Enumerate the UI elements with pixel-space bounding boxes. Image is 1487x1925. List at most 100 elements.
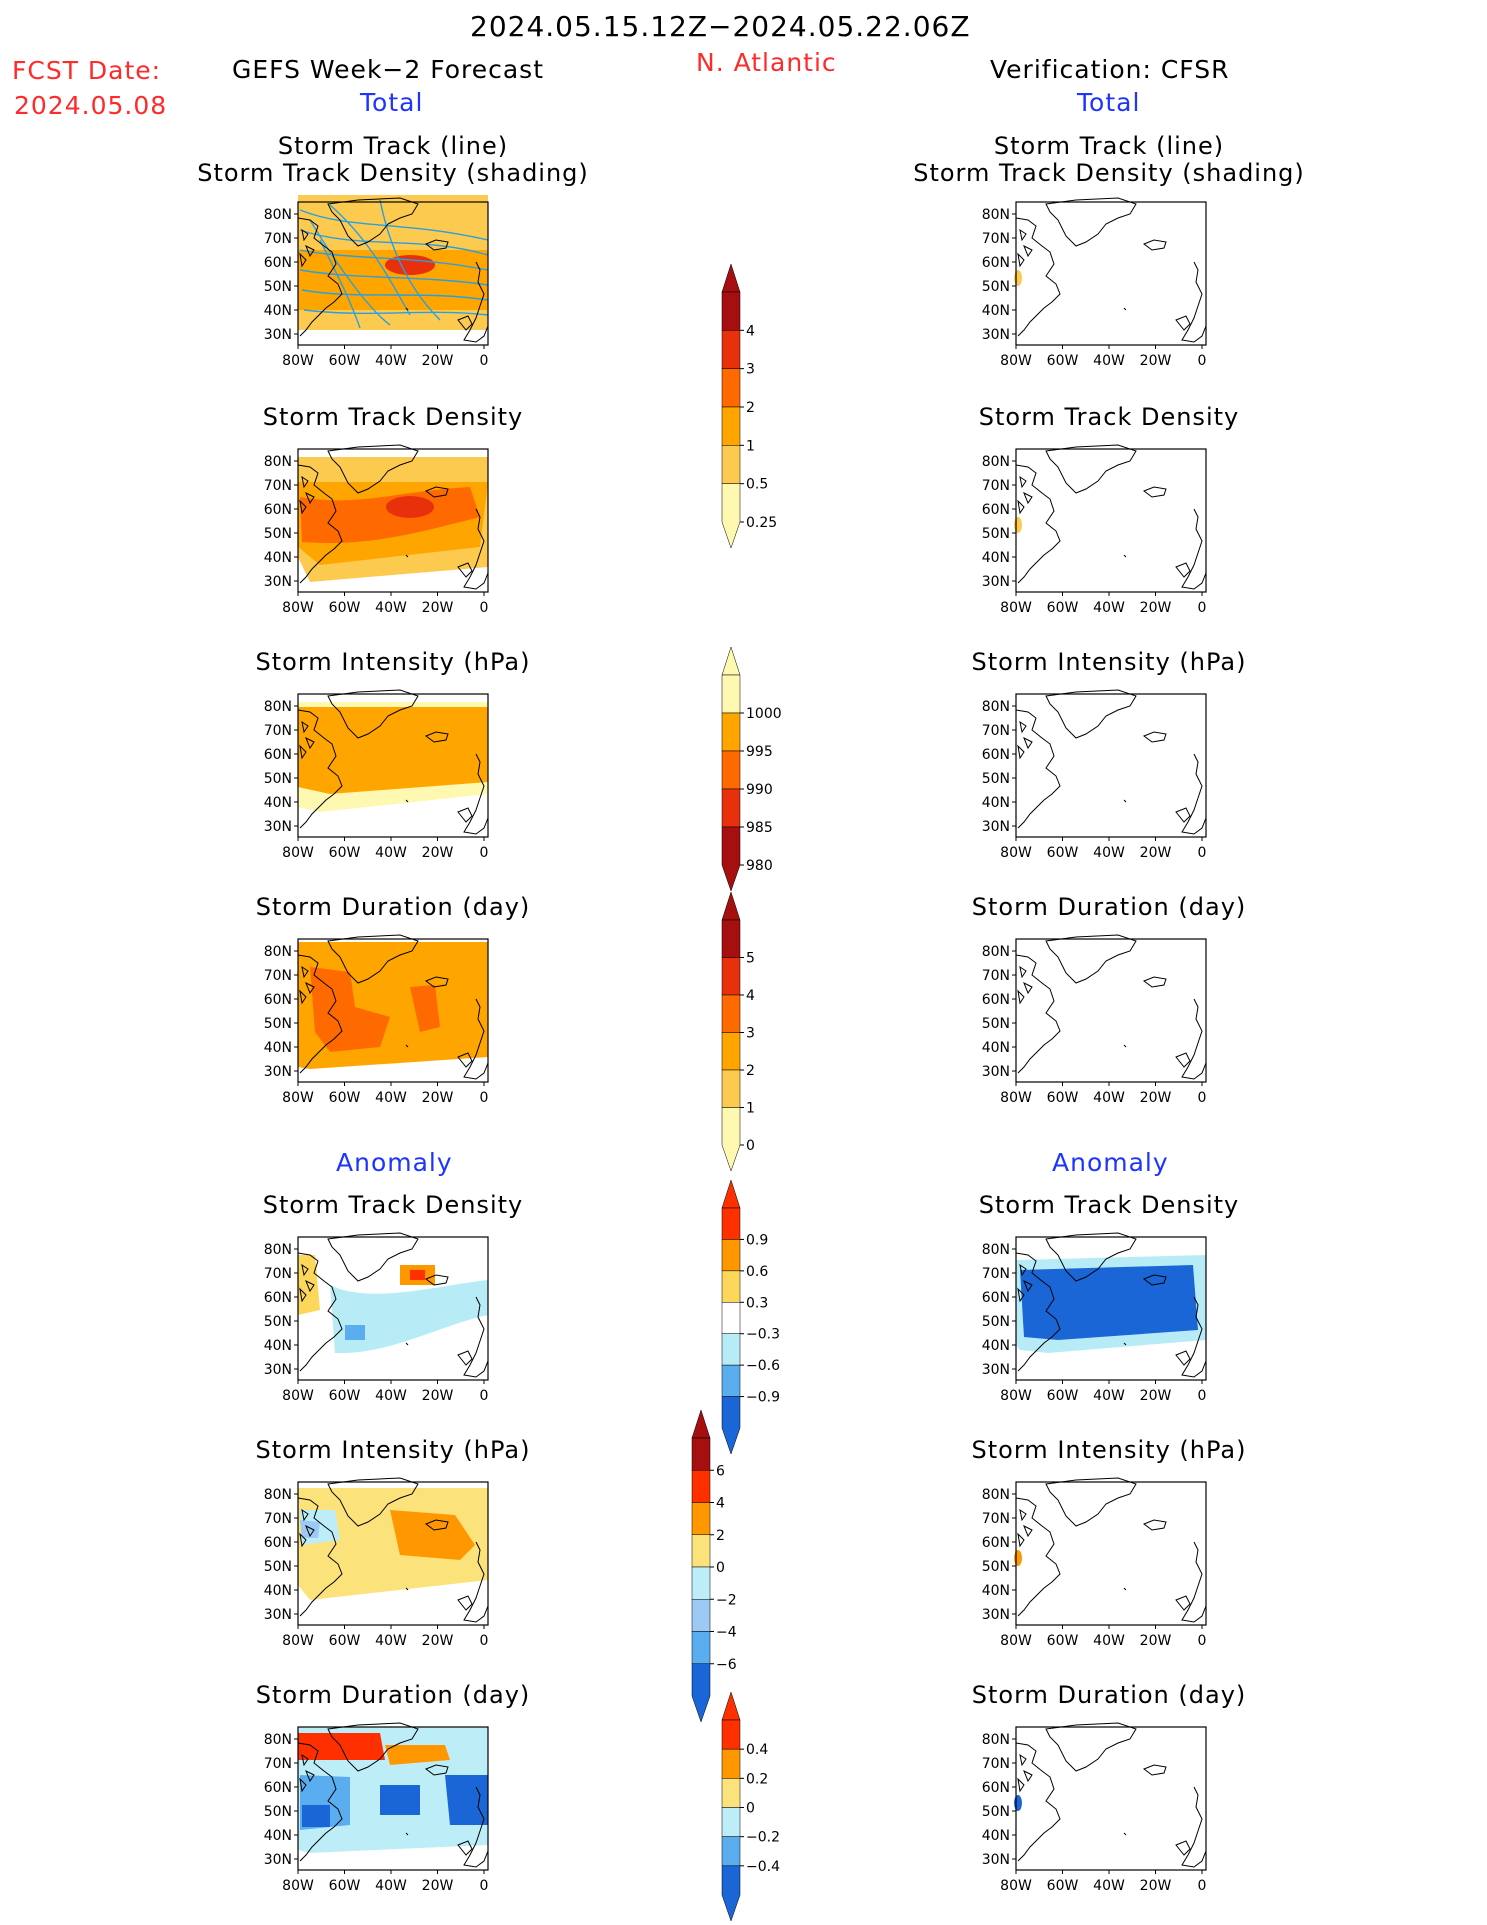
map-panel-gefs-duration-anomaly: 80N 70N 60N 50N 40N 30N 80W 60W 40W 20W 0 xyxy=(264,1722,489,1894)
lat-tick-label: 80N xyxy=(982,699,1010,715)
lon-tick-label: 0 xyxy=(1198,1090,1207,1106)
colorbar-label: 3 xyxy=(746,1026,755,1042)
colorbar-segment xyxy=(721,1836,741,1867)
colorbar-end xyxy=(721,1179,741,1209)
lon-tick-label: 80W xyxy=(282,600,314,616)
coastline xyxy=(1015,689,1207,835)
colorbar-end xyxy=(691,1409,711,1439)
map-panel-cfsr-density-anomaly: 80N 70N 60N 50N 40N 30N 80W 60W 40W 20W 0 xyxy=(982,1232,1207,1404)
coastline xyxy=(297,444,489,590)
lat-tick-label: 60N xyxy=(264,992,292,1008)
colorbar-segment xyxy=(721,788,741,828)
colorbar-label: 1 xyxy=(746,1101,755,1117)
map-frame xyxy=(1015,1236,1207,1381)
lon-tick-label: 80W xyxy=(282,1090,314,1106)
colorbar-label: 3 xyxy=(746,362,755,378)
lat-tick-label: 50N xyxy=(982,1804,1010,1820)
colorbar-segment xyxy=(721,674,741,714)
colorbar-end xyxy=(721,1691,741,1721)
colorbar-intensity-anomaly: 6 4 2 0 −2 −4 −6 xyxy=(691,1409,737,1723)
lon-tick-label: 60W xyxy=(1047,845,1079,861)
lon-tick-label: 60W xyxy=(329,1388,361,1404)
colorbar-label: 0.3 xyxy=(746,1295,768,1311)
lon-tick-label: 80W xyxy=(1000,1633,1032,1649)
lat-tick-label: 50N xyxy=(982,279,1010,295)
lat-tick-label: 40N xyxy=(264,1828,292,1844)
colorbar-label: 0 xyxy=(716,1560,725,1576)
lon-tick-label: 20W xyxy=(422,1388,454,1404)
colorbar-label: −0.6 xyxy=(746,1358,780,1374)
lon-tick-label: 40W xyxy=(1093,600,1125,616)
lat-tick-label: 50N xyxy=(982,1314,1010,1330)
lon-tick-label: 0 xyxy=(480,845,489,861)
lon-tick-label: 40W xyxy=(375,353,407,369)
map-frame xyxy=(1015,448,1207,593)
colorbar-segment xyxy=(721,826,741,892)
lat-tick-label: 70N xyxy=(264,968,292,984)
lat-tick-label: 50N xyxy=(264,1804,292,1820)
colorbar-segment xyxy=(721,1239,741,1272)
map-frame xyxy=(297,201,489,346)
lat-tick-label: 60N xyxy=(264,747,292,763)
lon-tick-label: 80W xyxy=(1000,1388,1032,1404)
lon-tick-label: 60W xyxy=(329,845,361,861)
lat-tick-label: 60N xyxy=(982,1780,1010,1796)
map-panel-cfsr-duration: 80N 70N 60N 50N 40N 30N 80W 60W 40W 20W 0 xyxy=(982,934,1207,1106)
map-panel-cfsr-duration-anomaly: 80N 70N 60N 50N 40N 30N 80W 60W 40W 20W 0 xyxy=(982,1722,1207,1894)
lat-tick-label: 60N xyxy=(982,992,1010,1008)
lon-tick-label: 40W xyxy=(375,1878,407,1894)
lat-tick-label: 40N xyxy=(982,1583,1010,1599)
colorbar-segment xyxy=(691,1631,711,1664)
colorbar-label: 0 xyxy=(746,1801,755,1817)
map-panel-cfsr-intensity: 80N 70N 60N 50N 40N 30N 80W 60W 40W 20W 0 xyxy=(982,689,1207,861)
colorbar-label: 4 xyxy=(716,1496,725,1512)
lat-tick-label: 70N xyxy=(982,723,1010,739)
lon-tick-label: 80W xyxy=(1000,1090,1032,1106)
lon-tick-label: 0 xyxy=(480,600,489,616)
lat-tick-label: 80N xyxy=(982,207,1010,223)
colorbar-label: −0.3 xyxy=(746,1327,780,1343)
lon-tick-label: 60W xyxy=(1047,600,1079,616)
colorbar-segment xyxy=(691,1663,711,1723)
colorbar-label: 5 xyxy=(746,951,755,967)
panel-title-density-anomaly: Storm Track Density xyxy=(262,1191,524,1219)
lat-tick-label: 80N xyxy=(264,1242,292,1258)
lat-tick-label: 30N xyxy=(982,1064,1010,1080)
lat-tick-label: 50N xyxy=(264,1314,292,1330)
colorbar-segment xyxy=(721,291,741,331)
lon-tick-label: 80W xyxy=(1000,845,1032,861)
lat-tick-label: 40N xyxy=(982,1040,1010,1056)
map-frame xyxy=(1015,938,1207,1083)
lat-tick-label: 80N xyxy=(264,1732,292,1748)
colorbar-segment xyxy=(721,406,741,446)
colorbar-intensity: 1000 995 990 985 980 xyxy=(721,646,782,892)
colorbar-segment xyxy=(721,330,741,369)
colorbar-end xyxy=(721,891,741,921)
colorbar-label: 4 xyxy=(746,988,755,1004)
colorbar-segment xyxy=(721,712,741,752)
lat-tick-label: 70N xyxy=(982,1511,1010,1527)
lat-tick-label: 50N xyxy=(264,1559,292,1575)
lon-tick-label: 80W xyxy=(282,1878,314,1894)
colorbar-segment xyxy=(721,994,741,1033)
lon-tick-label: 20W xyxy=(422,845,454,861)
lon-tick-label: 20W xyxy=(1140,1633,1172,1649)
colorbar-segment xyxy=(721,1032,741,1071)
lat-tick-label: 40N xyxy=(982,795,1010,811)
map-panel-gefs-density: 80N 70N 60N 50N 40N 30N 80W 60W 40W 20W 0 xyxy=(264,444,489,616)
panel-title-intensity-cfsr: Storm Intensity (hPa) xyxy=(971,648,1247,676)
lat-tick-label: 40N xyxy=(982,303,1010,319)
lon-tick-label: 40W xyxy=(1093,1633,1125,1649)
lat-tick-label: 80N xyxy=(982,1732,1010,1748)
colorbar-segment xyxy=(721,483,741,549)
colorbar-label: 0 xyxy=(746,1138,755,1154)
map-panel-gefs-track: 80N 70N 60N 50N 40N 30N 80W 60W 40W 20W 0 xyxy=(264,195,489,369)
colorbar-segment xyxy=(721,919,741,958)
map-panel-cfsr-intensity-anomaly: 80N 70N 60N 50N 40N 30N 80W 60W 40W 20W 0 xyxy=(982,1477,1207,1649)
lat-tick-label: 80N xyxy=(264,944,292,960)
colorbar-segment xyxy=(691,1437,711,1471)
lon-tick-label: 80W xyxy=(1000,600,1032,616)
lon-tick-label: 60W xyxy=(1047,1633,1079,1649)
colorbar-density: 4 3 2 1 0.5 0.25 xyxy=(721,263,777,549)
lat-tick-label: 50N xyxy=(982,771,1010,787)
